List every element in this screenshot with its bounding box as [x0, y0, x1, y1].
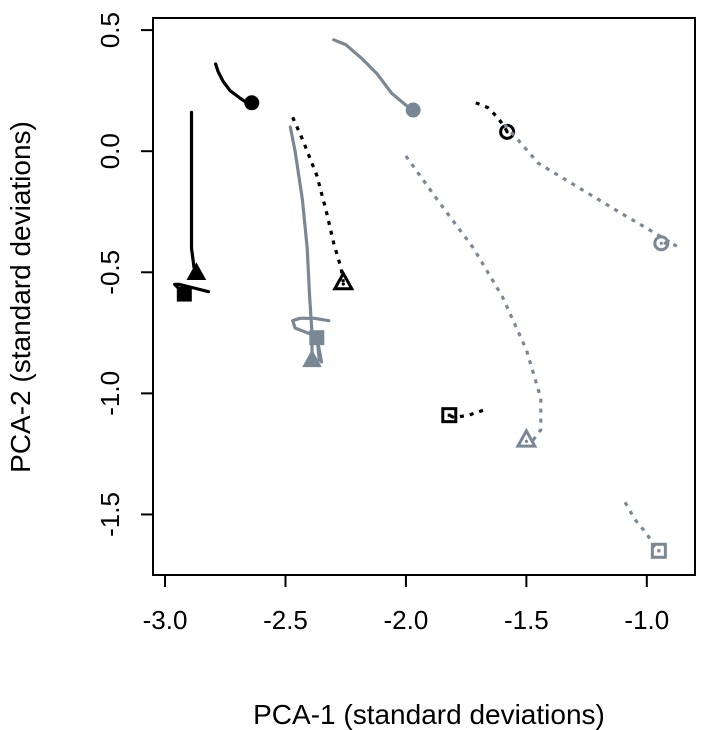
- plot-frame: [152, 17, 696, 576]
- series-layer: [173, 38, 678, 559]
- series-end-marker: [186, 262, 207, 280]
- series-line: [623, 501, 661, 552]
- y-axis: 0.5 0.0 -0.5 -1.0 -1.5: [95, 12, 153, 537]
- x-tick-label: -2.5: [263, 605, 308, 635]
- y-tick-label: -1.5: [95, 492, 125, 537]
- y-tick-label: -1.0: [95, 371, 125, 416]
- y-tick-label: 0.0: [95, 133, 125, 169]
- series-line: [291, 116, 345, 283]
- series-line: [448, 408, 484, 420]
- series-end-marker: [332, 270, 355, 291]
- series-end-marker: [176, 286, 192, 302]
- series-end-marker-dot: [341, 282, 345, 286]
- y-tick-label: -0.5: [95, 250, 125, 295]
- series-line: [189, 110, 198, 274]
- series-end-marker: [441, 407, 458, 424]
- series-end-marker: [653, 235, 670, 252]
- series-line: [332, 38, 415, 112]
- series-line: [404, 155, 543, 441]
- x-tick-label: -3.0: [143, 605, 188, 635]
- x-tick-label: -1.0: [624, 605, 669, 635]
- x-axis-title: PCA-1 (standard deviations): [253, 699, 605, 730]
- series-line: [214, 62, 254, 105]
- series-end-marker-dot: [524, 439, 528, 443]
- series-end-marker-dot: [659, 241, 663, 245]
- series-line: [291, 316, 331, 364]
- series-end-marker: [650, 542, 667, 559]
- series-end-marker: [515, 427, 538, 448]
- x-tick-label: -2.0: [384, 605, 429, 635]
- series-end-marker: [405, 102, 421, 118]
- series-end-marker-dot: [657, 549, 661, 553]
- y-axis-title: PCA-2 (standard deviations): [5, 121, 36, 473]
- x-tick-label: -1.5: [504, 605, 549, 635]
- series-end-marker: [309, 330, 325, 346]
- series-end-marker-dot: [447, 413, 451, 417]
- series-end-marker: [302, 349, 322, 368]
- series-end-marker-dot: [505, 130, 509, 134]
- series-end-marker: [244, 95, 260, 111]
- series-line: [475, 101, 509, 133]
- series-line: [503, 123, 678, 248]
- x-axis: -3.0 -2.5 -2.0 -1.5 -1.0: [143, 575, 669, 635]
- y-tick-label: 0.5: [95, 12, 125, 48]
